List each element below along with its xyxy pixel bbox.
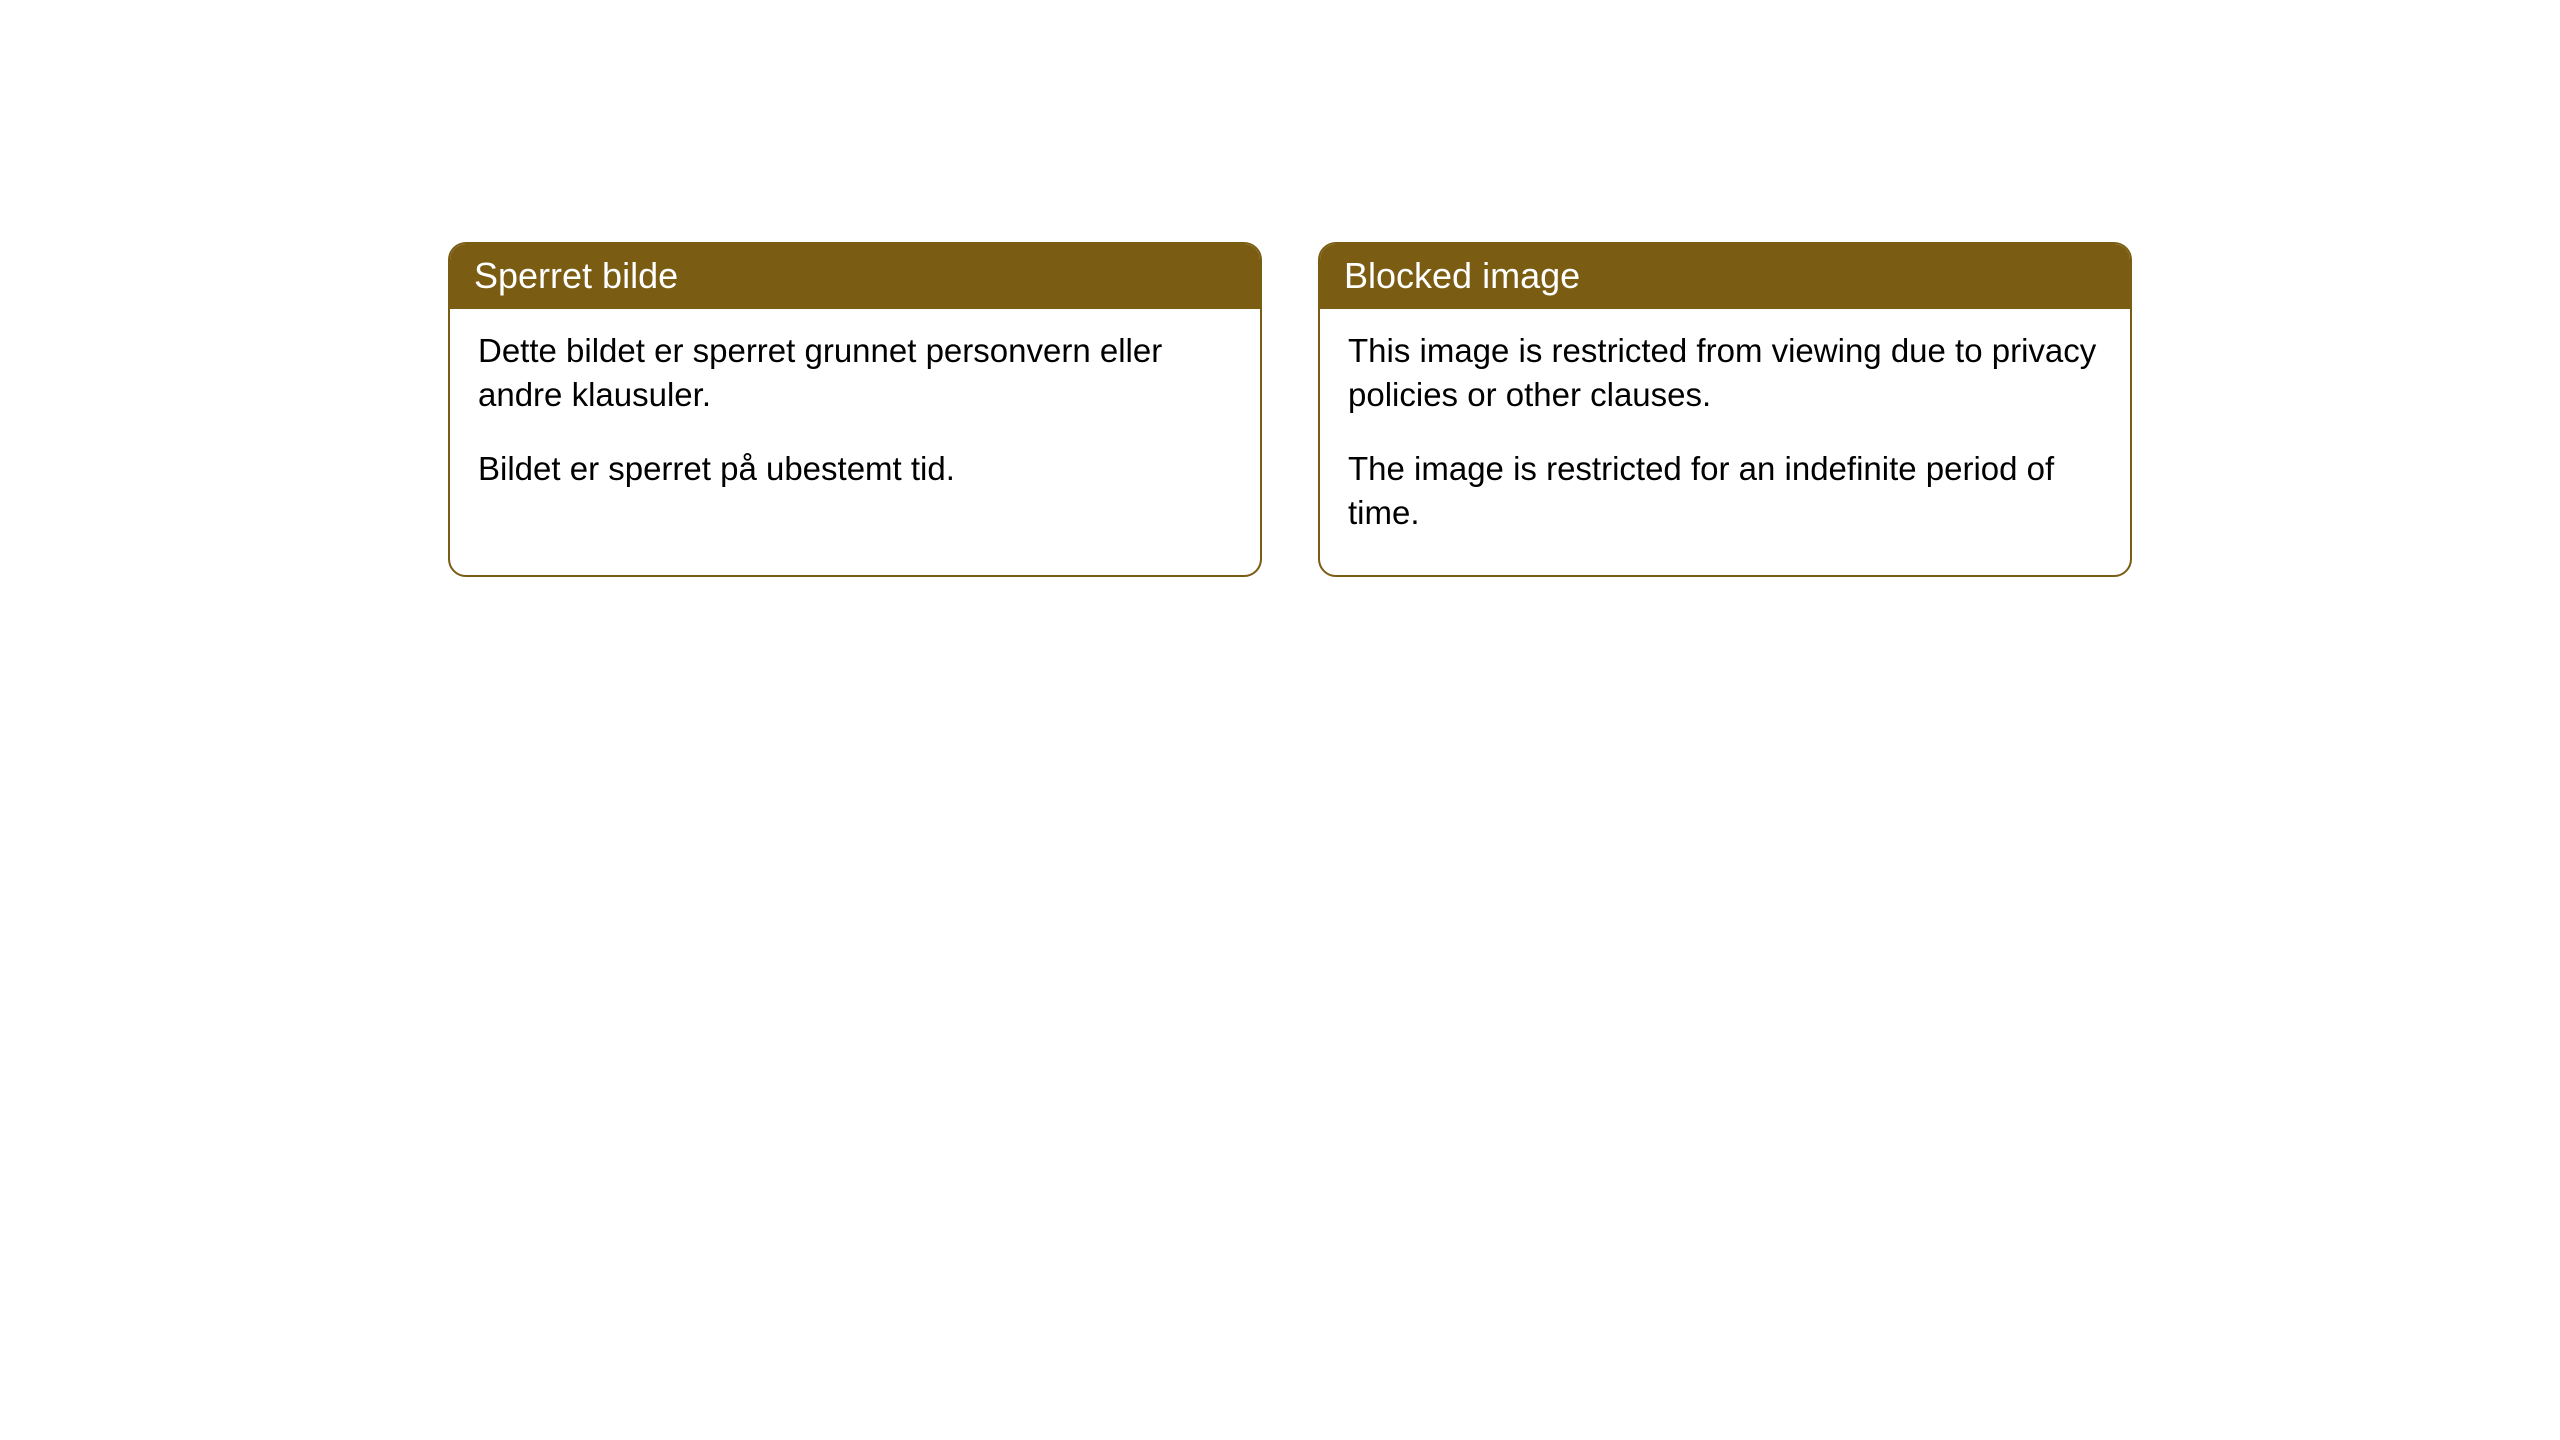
card-paragraph: Bildet er sperret på ubestemt tid. [478,447,1232,491]
card-body-english: This image is restricted from viewing du… [1320,309,2130,575]
card-paragraph: Dette bildet er sperret grunnet personve… [478,329,1232,417]
card-body-norwegian: Dette bildet er sperret grunnet personve… [450,309,1260,531]
card-paragraph: This image is restricted from viewing du… [1348,329,2102,417]
info-cards-container: Sperret bilde Dette bildet er sperret gr… [448,242,2132,577]
card-title: Blocked image [1344,255,1580,296]
card-header-english: Blocked image [1320,244,2130,309]
blocked-image-card-norwegian: Sperret bilde Dette bildet er sperret gr… [448,242,1262,577]
blocked-image-card-english: Blocked image This image is restricted f… [1318,242,2132,577]
card-paragraph: The image is restricted for an indefinit… [1348,447,2102,535]
card-title: Sperret bilde [474,255,678,296]
card-header-norwegian: Sperret bilde [450,244,1260,309]
